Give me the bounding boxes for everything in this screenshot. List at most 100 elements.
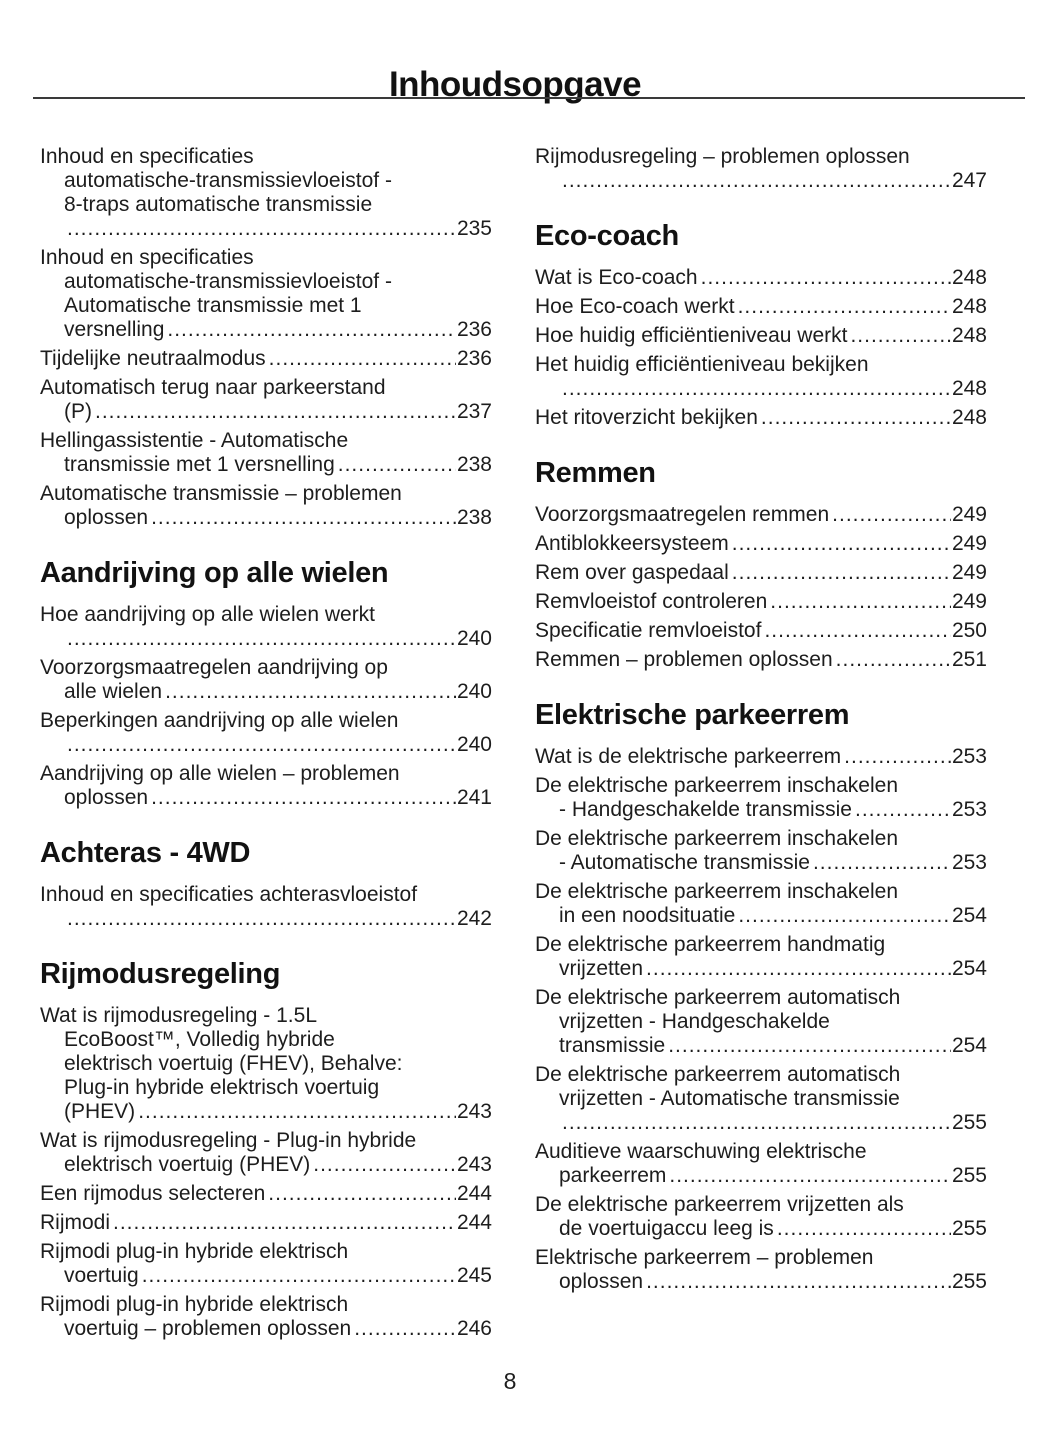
page-ref: 237	[456, 400, 492, 423]
toc-entry: Specificatie remvloeistof 250	[535, 619, 987, 643]
page-ref: 236	[456, 318, 492, 341]
header-divider	[33, 97, 1025, 99]
toc-entry: De elektrische parkeerrem automatisch vri…	[535, 986, 987, 1058]
page-ref: 238	[456, 453, 492, 476]
entry-leader-line: transmissie 254	[535, 1034, 987, 1058]
page-ref: 251	[951, 648, 987, 671]
entry-line: Aandrijving op alle wielen – problemen	[40, 762, 400, 785]
entry-text: voertuig – problemen oplossen	[64, 1317, 352, 1340]
page-ref: 241	[456, 786, 492, 809]
toc-entry: Hoe aandrijving op alle wielen werkt 240	[40, 603, 492, 651]
leader-dots-icon	[738, 904, 951, 928]
leader-dots-icon	[165, 680, 456, 704]
page-ref: 238	[456, 506, 492, 529]
entry-leader-line: transmissie met 1 versnelling 238	[40, 453, 492, 477]
entry-leader-line: oplossen 241	[40, 786, 492, 810]
leader-dots-icon	[113, 1211, 456, 1235]
toc-entry: Het huidig efficiëntieniveau bekijken 248	[535, 353, 987, 401]
toc-entry: Rijmodi 244	[40, 1211, 492, 1235]
section-heading: Remmen	[535, 457, 656, 489]
leader-dots-icon	[67, 627, 456, 651]
leader-dots-icon	[338, 453, 456, 477]
page-ref: 242	[456, 907, 492, 930]
leader-dots-icon	[850, 324, 950, 348]
entry-line: vrijzetten - Handgeschakelde	[559, 1010, 830, 1033]
entry-line: Wat is rijmodusregeling - 1.5L	[40, 1004, 317, 1027]
entry-leader-line: versnelling 236	[40, 318, 492, 342]
entry-leader-line: Rijmodi 244	[40, 1211, 492, 1235]
toc-entry: Aandrijving op alle wielen – problemen op…	[40, 762, 492, 810]
toc-section: Rijmodusregeling – problemen oplossen 247	[535, 145, 987, 193]
entry-line: Automatische transmissie met 1	[64, 294, 362, 317]
entry-text: - Automatische transmissie	[559, 851, 810, 874]
page-ref: 249	[951, 532, 987, 555]
section-heading: Elektrische parkeerrem	[535, 699, 850, 731]
toc-entry: Het ritoverzicht bekijken 248	[535, 406, 987, 430]
entry-text: Remvloeistof controleren	[535, 590, 768, 613]
page-ref: 248	[951, 295, 987, 318]
page-number: 8	[503, 1368, 517, 1394]
page-ref: 244	[456, 1182, 492, 1205]
toc-entry: Remmen – problemen oplossen 251	[535, 648, 987, 672]
leader-dots-icon	[67, 907, 456, 931]
page-ref: 255	[951, 1164, 987, 1187]
page-ref: 255	[951, 1217, 987, 1240]
entry-text: (P)	[64, 400, 92, 423]
leader-dots-icon	[562, 1111, 951, 1135]
toc-section: Aandrijving op alle wielen Hoe aandrijvin…	[40, 556, 492, 810]
entry-line: De elektrische parkeerrem inschakelen	[535, 880, 898, 903]
entry-leader-line: Hoe Eco-coach werkt 248	[535, 295, 987, 319]
entry-line: Elektrische parkeerrem – problemen	[535, 1246, 874, 1269]
entry-leader-line: Rem over gaspedaal 249	[535, 561, 987, 585]
toc-section: Elektrische parkeerrem Wat is de elektris…	[535, 698, 987, 1294]
leader-dots-icon	[95, 400, 456, 424]
section-heading: Eco-coach	[535, 220, 679, 252]
entry-line: De elektrische parkeerrem automatisch	[535, 986, 901, 1009]
entry-line: Plug-in hybride elektrisch voertuig	[64, 1076, 380, 1099]
page-ref: 248	[951, 406, 987, 429]
section-heading: Achteras - 4WD	[40, 837, 251, 869]
toc-column-left: Inhoud en specificaties automatische-tran…	[40, 145, 492, 1346]
toc-entry: De elektrische parkeerrem automatisch vri…	[535, 1063, 987, 1135]
entry-leader-line: Tijdelijke neutraalmodus 236	[40, 347, 492, 371]
entry-leader-line: Remvloeistof controleren 249	[535, 590, 987, 614]
toc-entry: Voorzorgsmaatregelen aandrijving op alle …	[40, 656, 492, 704]
entry-leader-line: 247	[535, 169, 987, 193]
entry-leader-line: Wat is Eco-coach 248	[535, 266, 987, 290]
entry-text: versnelling	[64, 318, 165, 341]
leader-dots-icon	[646, 1270, 951, 1294]
toc-entry: Automatisch terug naar parkeerstand(P) 23…	[40, 376, 492, 424]
entry-line: Automatisch terug naar parkeerstand	[40, 376, 386, 399]
leader-dots-icon	[151, 786, 456, 810]
entry-leader-line: 240	[40, 627, 492, 651]
entry-leader-line: oplossen 255	[535, 1270, 987, 1294]
page-ref: 249	[951, 590, 987, 613]
entry-text: Hoe Eco-coach werkt	[535, 295, 735, 318]
entry-text: Wat is Eco-coach	[535, 266, 698, 289]
leader-dots-icon	[669, 1164, 951, 1188]
leader-dots-icon	[836, 648, 951, 672]
entry-text: oplossen	[559, 1270, 644, 1293]
entry-leader-line: Specificatie remvloeistof 250	[535, 619, 987, 643]
page-ref: 243	[456, 1153, 492, 1176]
entry-line: Auditieve waarschuwing elektrische	[535, 1140, 867, 1163]
leader-dots-icon	[668, 1034, 951, 1058]
page-ref: 246	[456, 1317, 492, 1340]
entry-text: Specificatie remvloeistof	[535, 619, 762, 642]
entry-leader-line: - Automatische transmissie 253	[535, 851, 987, 875]
leader-dots-icon	[562, 169, 951, 193]
toc-entry: Elektrische parkeerrem – problemen oploss…	[535, 1246, 987, 1294]
entry-text: de voertuigaccu leeg is	[559, 1217, 774, 1240]
entry-leader-line: 248	[535, 377, 987, 401]
toc-entry: Wat is de elektrische parkeerrem 253	[535, 745, 987, 769]
toc-entry: Hoe huidig efficiëntieniveau werkt 248	[535, 324, 987, 348]
entry-line: Inhoud en specificaties achterasvloeisto…	[40, 883, 418, 906]
entry-text: oplossen	[64, 506, 149, 529]
toc-entry: Rijmodusregeling – problemen oplossen 247	[535, 145, 987, 193]
toc-entry: Inhoud en specificaties achterasvloeisto…	[40, 883, 492, 931]
entry-leader-line: parkeerrem 255	[535, 1164, 987, 1188]
entry-line: Wat is rijmodusregeling - Plug-in hybrid…	[40, 1129, 417, 1152]
entry-line: De elektrische parkeerrem automatisch	[535, 1063, 901, 1086]
entry-text: Tijdelijke neutraalmodus	[40, 347, 266, 370]
